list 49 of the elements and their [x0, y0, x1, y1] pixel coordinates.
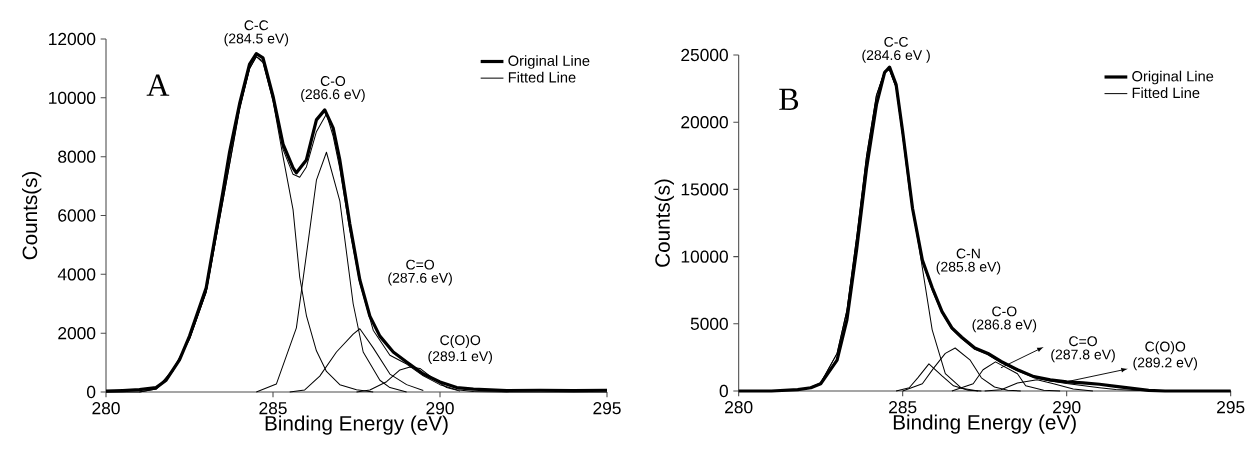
- annotation: (286.8 eV): [972, 319, 1037, 333]
- x-tick-label: 290: [1053, 401, 1081, 414]
- y-tick-label: 25000: [681, 48, 728, 62]
- annotation: (284.6 eV ): [862, 49, 930, 63]
- annotation: A: [146, 74, 170, 96]
- y-tick-label: 4000: [57, 268, 96, 281]
- y-axis-title: Counts(s): [22, 172, 42, 260]
- x-tick-label: 295: [593, 402, 621, 415]
- annotation: (289.1 eV): [428, 350, 492, 364]
- y-tick-label: 8000: [58, 150, 96, 163]
- text: C-C: [244, 20, 269, 31]
- x-tick-label: 285: [889, 401, 917, 414]
- y-tick-label: 12000: [49, 32, 96, 46]
- y-tick-label: 0: [86, 385, 96, 399]
- annotation: C(O)O: [440, 334, 481, 348]
- x-tick-label: 290: [426, 402, 454, 415]
- x-axis-title: Binding Energy (eV): [265, 415, 448, 435]
- annotation: (287.8 eV): [1051, 349, 1115, 363]
- annotation: (284.5 eV): [224, 33, 289, 47]
- legend-label: Original Line: [1132, 70, 1214, 85]
- annotation: (287.6 eV): [388, 272, 452, 286]
- y-tick-label: 10000: [49, 91, 96, 104]
- legend-label: Fitted Line: [508, 71, 576, 83]
- legend-label: Original Line: [508, 55, 590, 69]
- y-tick-label: 5000: [690, 317, 728, 330]
- annotation: C=O: [1069, 336, 1097, 347]
- annotation: (286.6 eV): [301, 88, 365, 103]
- y-tick-label: 20000: [681, 116, 728, 129]
- x-tick-label: 280: [725, 401, 753, 414]
- x-axis-title: Binding Energy (eV): [893, 414, 1076, 434]
- y-tick-label: 15000: [681, 183, 728, 196]
- annotation: (285.8 eV): [936, 261, 1001, 275]
- annotation: B: [779, 88, 799, 110]
- annotation: C-O: [320, 76, 346, 87]
- annotation: C-O: [992, 306, 1017, 317]
- y-axis-title: Counts(s): [654, 179, 674, 267]
- annotation: (289.2 eV): [1133, 357, 1198, 371]
- y-tick-label: 6000: [58, 209, 96, 222]
- annotation: C=O: [406, 259, 435, 270]
- y-tick-label: 0: [719, 384, 728, 398]
- annotation: C-N: [956, 248, 980, 259]
- annotation: C(O)O: [1145, 341, 1186, 355]
- x-tick-label: 285: [259, 402, 287, 415]
- x-tick-label: 295: [1217, 401, 1245, 414]
- y-tick-label: 2000: [58, 327, 96, 340]
- y-tick-label: 10000: [681, 250, 728, 263]
- legend-label: Fitted Line: [1132, 87, 1200, 99]
- text: C-C: [884, 36, 909, 47]
- x-tick-label: 280: [92, 402, 120, 415]
